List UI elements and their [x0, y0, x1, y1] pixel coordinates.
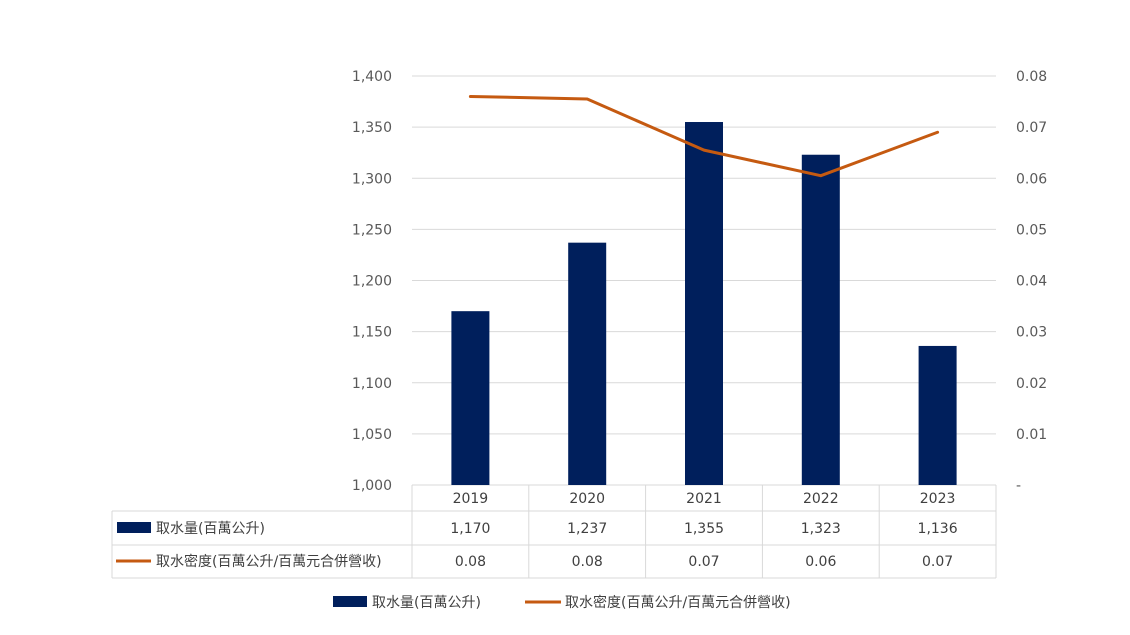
line-series: [468, 94, 940, 178]
series-line: [468, 94, 940, 178]
left-tick-label: 1,250: [352, 222, 392, 238]
table-cell-value: 0.06: [805, 554, 836, 570]
bar: [451, 311, 490, 485]
table-cell-value: 1,136: [918, 521, 958, 537]
table-cell-value: 0.08: [455, 554, 486, 570]
table-cell-value: 0.07: [922, 554, 953, 570]
legend-key-bar: [333, 596, 367, 607]
left-axis-ticks: 1,000 1,050 1,100 1,150 1,200 1,250 1,300 1,350…: [352, 69, 392, 494]
data-table-cells: 取水量(百萬公升) 1,170 1,237 1,355 1,323 1,136 取水密度(百…: [116, 521, 958, 570]
category-labels: 2019 2020 2021 2022 2023: [453, 491, 956, 507]
right-tick-label: 0.02: [1016, 376, 1047, 392]
category-label: 2021: [686, 491, 722, 507]
table-cell-value: 1,355: [684, 521, 724, 537]
bar-series: [451, 122, 957, 486]
category-label: 2019: [453, 491, 489, 507]
category-label: 2020: [569, 491, 605, 507]
table-row-label: 取水密度(百萬公升/百萬元合併營收): [156, 553, 382, 570]
table-cell-value: 0.08: [572, 554, 603, 570]
left-tick-label: 1,300: [352, 171, 392, 187]
left-tick-label: 1,050: [352, 427, 392, 443]
table-cell-value: 1,170: [450, 521, 490, 537]
right-tick-label: 0.03: [1016, 325, 1047, 341]
legend-label: 取水密度(百萬公升/百萬元合併營收): [565, 594, 791, 611]
table-row-label: 取水量(百萬公升): [156, 521, 265, 537]
right-axis-ticks: - 0.01 0.02 0.03 0.04 0.05 0.06 0.07 0.08: [1016, 69, 1047, 494]
left-tick-label: 1,150: [352, 325, 392, 341]
table-legend-key-bar: [117, 522, 151, 533]
left-tick-label: 1,100: [352, 376, 392, 392]
bar: [685, 122, 723, 485]
left-tick-label: 1,200: [352, 274, 392, 290]
left-tick-label: 1,000: [352, 478, 392, 494]
right-tick-label: 0.07: [1016, 120, 1047, 136]
legend-label: 取水量(百萬公升): [372, 595, 481, 611]
table-cell-value: 0.07: [688, 554, 719, 570]
category-label: 2022: [803, 491, 839, 507]
category-label: 2023: [920, 491, 956, 507]
right-tick-label: -: [1016, 478, 1021, 494]
right-tick-label: 0.05: [1016, 222, 1047, 238]
right-tick-label: 0.01: [1016, 427, 1047, 443]
right-tick-label: 0.04: [1016, 274, 1047, 290]
left-tick-label: 1,400: [352, 69, 392, 85]
table-cell-value: 1,323: [801, 521, 841, 537]
bar: [918, 345, 957, 485]
right-tick-label: 0.08: [1016, 69, 1047, 85]
right-tick-label: 0.06: [1016, 171, 1047, 187]
bar: [568, 242, 607, 485]
left-tick-label: 1,350: [352, 120, 392, 136]
legend: 取水量(百萬公升) 取水密度(百萬公升/百萬元合併營收): [333, 594, 791, 611]
bar: [801, 154, 840, 486]
table-cell-value: 1,237: [567, 521, 607, 537]
